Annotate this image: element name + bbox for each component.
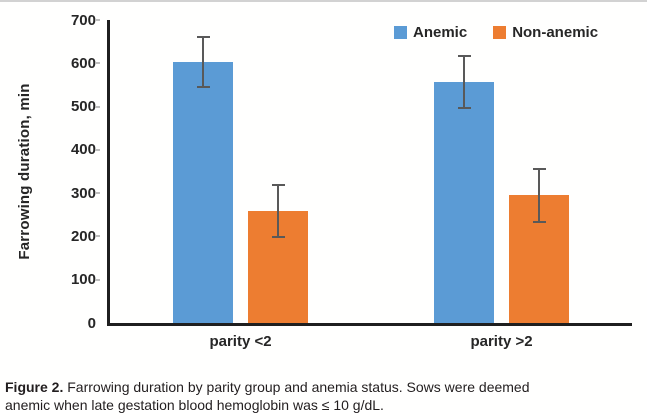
y-tick-mark — [95, 235, 100, 238]
error-bar-cap — [457, 54, 471, 57]
y-axis: 0 100 200 300 400 500 600 700 — [0, 12, 96, 332]
y-tick-mark — [95, 62, 100, 65]
error-bar — [202, 37, 204, 87]
y-tick-label: 600 — [70, 54, 96, 72]
bar-anemic-1 — [173, 62, 233, 323]
x-axis-label: parity >2 — [470, 333, 533, 350]
chart-legend: Anemic Non-anemic — [394, 24, 598, 41]
legend-item-anemic: Anemic — [394, 24, 467, 41]
error-bar — [277, 185, 279, 238]
error-bar-cap — [196, 36, 210, 39]
y-tick-mark — [95, 105, 100, 108]
y-tick-label: 400 — [70, 141, 96, 159]
y-tick-mark — [95, 192, 100, 195]
y-tick-mark — [95, 278, 100, 281]
y-tick-label: 200 — [70, 227, 96, 245]
error-bar-cap — [532, 167, 546, 170]
figure-caption: Figure 2. Farrowing duration by parity g… — [5, 378, 545, 414]
y-tick-mark — [95, 19, 100, 21]
legend-item-non-anemic: Non-anemic — [493, 24, 598, 41]
legend-swatch-anemic — [394, 26, 407, 39]
error-bar — [463, 55, 465, 108]
y-tick-label: 300 — [70, 184, 96, 202]
y-tick-label: 0 — [87, 314, 96, 332]
error-bar-cap — [532, 220, 546, 223]
y-tick-label: 700 — [70, 11, 96, 29]
error-bar-cap — [271, 184, 285, 187]
error-bar-cap — [457, 106, 471, 109]
error-bar — [538, 168, 540, 222]
bar-anemic-2 — [434, 81, 494, 323]
caption-text: Farrowing duration by parity group and a… — [5, 379, 530, 413]
legend-label: Anemic — [413, 24, 468, 41]
y-tick-mark — [95, 148, 100, 151]
y-tick-label: 100 — [70, 271, 96, 289]
plot-area — [107, 20, 632, 326]
y-tick-label: 500 — [70, 98, 96, 116]
error-bar-cap — [196, 85, 210, 88]
caption-label: Figure 2. — [5, 379, 64, 395]
error-bar-cap — [271, 236, 285, 239]
legend-label: Non-anemic — [512, 24, 599, 41]
legend-swatch-non-anemic — [493, 26, 507, 39]
x-axis-label: parity <2 — [209, 333, 272, 350]
